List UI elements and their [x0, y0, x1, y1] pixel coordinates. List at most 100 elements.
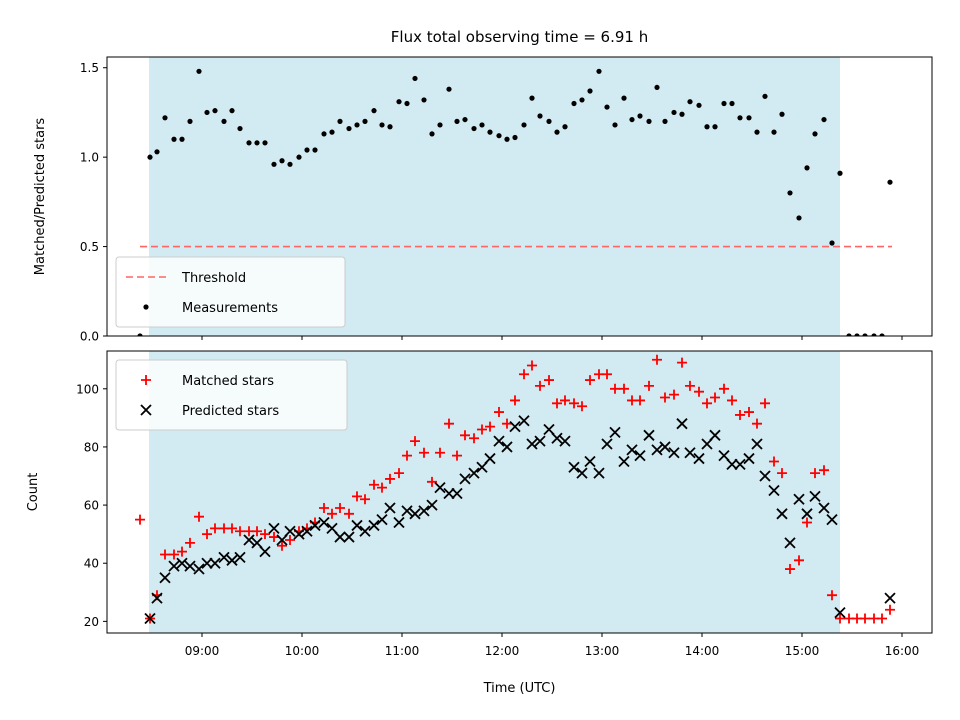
- data-point: [410, 436, 420, 447]
- data-point: [726, 458, 738, 471]
- data-point: [304, 147, 310, 153]
- data-point: [779, 111, 785, 117]
- data-point: [618, 455, 630, 468]
- data-point: [460, 430, 470, 441]
- data-point: [727, 395, 737, 406]
- data-point: [512, 134, 518, 141]
- data-point: [677, 357, 687, 368]
- data-point: [360, 494, 370, 505]
- series-predicted-stars: [144, 415, 896, 625]
- data-point: [379, 122, 385, 128]
- data-point: [776, 508, 788, 520]
- data-point: [744, 407, 754, 418]
- data-point: [426, 499, 438, 511]
- x-tick-label: 09:00: [185, 644, 220, 658]
- data-point: [502, 418, 512, 429]
- data-point: [737, 115, 743, 121]
- data-point: [534, 435, 546, 447]
- data-point: [521, 122, 527, 128]
- data-point: [793, 493, 805, 505]
- data-point: [196, 68, 202, 74]
- data-point: [812, 131, 818, 137]
- data-point: [343, 531, 355, 543]
- data-point: [218, 551, 230, 564]
- data-point: [729, 100, 735, 107]
- data-point: [326, 522, 338, 534]
- data-point: [434, 482, 446, 494]
- data-point: [621, 95, 627, 101]
- data-point: [227, 523, 237, 534]
- data-point: [443, 487, 455, 500]
- data-point: [394, 468, 404, 479]
- data-point: [554, 129, 560, 135]
- data-point: [710, 392, 720, 403]
- data-point: [418, 505, 430, 517]
- data-point: [344, 508, 354, 519]
- data-point: [169, 549, 179, 560]
- data-point: [634, 450, 646, 462]
- data-point: [396, 99, 402, 105]
- data-point: [718, 450, 730, 462]
- data-point: [596, 68, 602, 74]
- data-point: [319, 502, 329, 513]
- data-point: [762, 93, 768, 99]
- data-point: [421, 97, 427, 103]
- data-point: [179, 136, 185, 142]
- data-point: [296, 154, 302, 160]
- data-point: [262, 140, 268, 146]
- data-point: [568, 461, 580, 473]
- data-point: [552, 398, 562, 409]
- data-point: [518, 415, 530, 427]
- data-point: [429, 131, 435, 137]
- data-point: [694, 386, 704, 397]
- data-point: [471, 125, 477, 132]
- data-point: [884, 592, 896, 604]
- data-point: [569, 398, 579, 409]
- data-point: [494, 407, 504, 418]
- data-point: [754, 129, 760, 135]
- data-point: [626, 444, 638, 456]
- legend-marker: [143, 304, 149, 310]
- data-point: [877, 613, 887, 624]
- data-point: [446, 86, 452, 92]
- data-point: [576, 467, 588, 479]
- x-tick-label: 16:00: [885, 644, 920, 658]
- data-point: [184, 560, 196, 572]
- data-point: [359, 525, 371, 537]
- data-point: [860, 613, 870, 624]
- data-point: [802, 517, 812, 528]
- data-point: [527, 360, 537, 371]
- data-point: [454, 118, 460, 124]
- data-point: [209, 557, 221, 569]
- data-point: [444, 418, 454, 429]
- data-point: [402, 450, 412, 461]
- data-point: [794, 555, 804, 566]
- data-point: [801, 508, 813, 520]
- data-point: [510, 395, 520, 406]
- data-point: [354, 122, 360, 128]
- data-point: [784, 537, 796, 549]
- y-tick-label: 20: [84, 615, 99, 629]
- series-matched-stars: [135, 354, 895, 624]
- data-point: [409, 508, 421, 520]
- data-point: [151, 592, 163, 604]
- data-point: [834, 607, 846, 619]
- data-point: [519, 369, 529, 380]
- data-point: [259, 545, 271, 558]
- legend-box: [115, 359, 348, 431]
- data-point: [585, 375, 595, 386]
- data-point: [154, 149, 160, 155]
- data-point: [284, 525, 296, 537]
- data-point: [635, 395, 645, 406]
- data-point: [226, 554, 238, 566]
- count-panel: 20 40 60 80 100 09:00 10:00 11:00 12:00 13:00 14:0…: [76, 350, 933, 658]
- data-point: [293, 528, 305, 540]
- data-point: [571, 100, 577, 107]
- data-point: [529, 95, 535, 101]
- data-point: [437, 122, 443, 128]
- legend-entry-label: Threshold: [181, 271, 246, 286]
- data-point: [135, 514, 145, 525]
- data-point: [260, 529, 270, 540]
- data-point: [526, 438, 538, 450]
